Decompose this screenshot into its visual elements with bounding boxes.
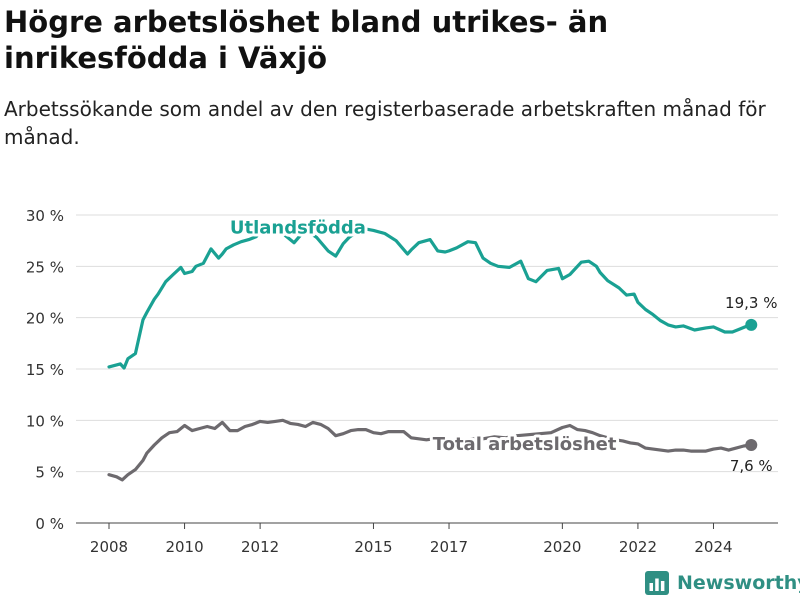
end-points <box>745 318 758 451</box>
newsworthy-logo: Newsworthy <box>645 569 800 597</box>
y-tick-label: 15 % <box>26 361 64 379</box>
end-value-label: 19,3 % <box>725 294 777 312</box>
gridlines <box>76 214 778 524</box>
y-tick-label: 20 % <box>26 310 64 328</box>
series-lines <box>107 225 753 482</box>
chart-subtitle: Arbetssökande som andel av den registerb… <box>4 97 766 149</box>
x-axis: 2008 2010 2012 2015 2017 2020 2022 2024 <box>76 522 778 556</box>
y-tick-label: 30 % <box>26 207 64 225</box>
series-end-point <box>745 438 758 451</box>
y-tick-label: 25 % <box>26 258 64 276</box>
x-tick-label: 2012 <box>241 538 279 556</box>
y-tick-label: 0 % <box>35 515 64 533</box>
y-tick-label: 5 % <box>35 464 64 482</box>
bar-chart-logo-icon <box>645 571 669 595</box>
x-tick-label: 2024 <box>694 538 732 556</box>
chart-title: Högre arbetslöshet bland utrikes- än inr… <box>4 5 609 75</box>
series-end-point <box>745 318 758 331</box>
x-tick-label: 2010 <box>165 538 203 556</box>
x-tick-label: 2008 <box>90 538 128 556</box>
x-tick-label: 2022 <box>619 538 657 556</box>
x-tick-label: 2020 <box>543 538 581 556</box>
y-axis: 0 % 5 % 10 % 15 % 20 % 25 % 30 % <box>26 207 64 533</box>
series-line <box>107 225 753 370</box>
series-line <box>107 418 753 482</box>
y-tick-label: 10 % <box>26 412 64 430</box>
x-tick-label: 2015 <box>354 538 392 556</box>
end-value-label: 7,6 % <box>730 457 773 475</box>
series-name-label: Total arbetslöshet <box>433 434 617 455</box>
series-name-label: Utlandsfödda <box>230 217 366 238</box>
x-tick-label: 2017 <box>430 538 468 556</box>
brand-name: Newsworthy <box>677 572 800 594</box>
series-labels: 19,3 % 7,6 % Utlandsfödda Total arbetslöshe… <box>227 214 778 475</box>
